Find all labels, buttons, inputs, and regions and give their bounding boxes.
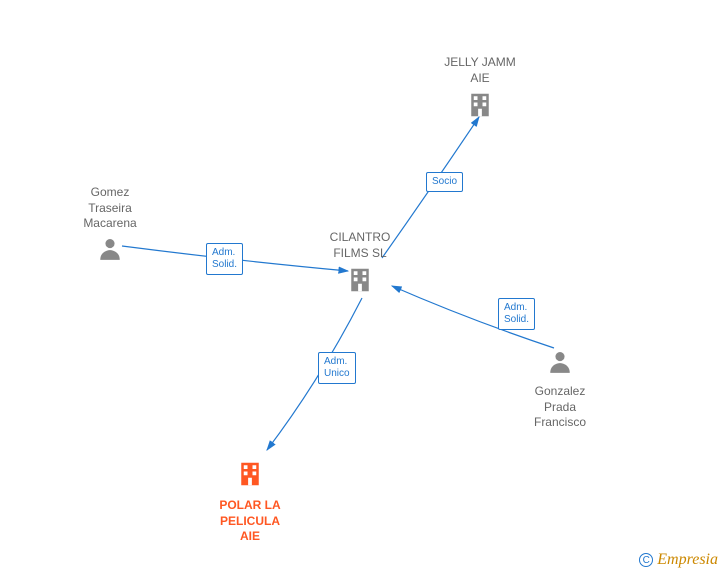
edge-label-3: Adm.Unico: [318, 352, 356, 384]
node-label-jelly: JELLY JAMMAIE: [444, 55, 516, 86]
footer: C Empresia: [639, 551, 718, 569]
node-jelly[interactable]: JELLY JAMMAIE: [440, 55, 520, 129]
node-gomez[interactable]: GomezTraseiraMacarena: [70, 185, 150, 271]
person-icon: [547, 349, 573, 380]
node-polar[interactable]: POLAR LAPELICULA AIE: [210, 455, 290, 545]
building-icon: [465, 90, 495, 125]
node-label-cilantro: CILANTROFILMS SL: [330, 230, 391, 261]
node-label-polar: POLAR LAPELICULA AIE: [210, 498, 290, 545]
node-label-gomez: GomezTraseiraMacarena: [83, 185, 136, 232]
node-cilantro[interactable]: CILANTROFILMS SL: [320, 230, 400, 304]
edge-label-2: Adm.Solid.: [498, 298, 535, 330]
building-icon: [235, 459, 265, 494]
building-icon: [345, 265, 375, 300]
brand-label: Empresia: [657, 551, 718, 569]
edge-label-0: Adm.Solid.: [206, 243, 243, 275]
node-label-gonzalez: GonzalezPradaFrancisco: [534, 384, 586, 431]
person-icon: [97, 236, 123, 267]
copyright-icon: C: [639, 553, 653, 567]
edge-label-1: Socio: [426, 172, 463, 192]
node-gonzalez[interactable]: GonzalezPradaFrancisco: [520, 345, 600, 431]
